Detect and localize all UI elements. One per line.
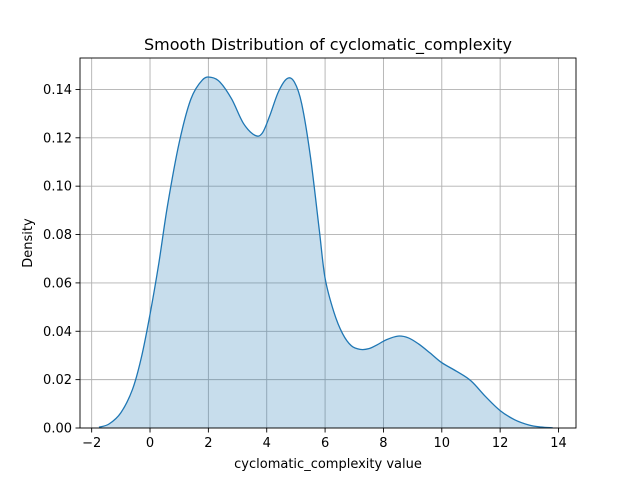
x-tick-label: 0: [146, 436, 154, 451]
x-tick-label: 10: [434, 436, 451, 451]
x-tick-label: −2: [82, 436, 101, 451]
x-tick-label: 4: [263, 436, 271, 451]
y-tick-label: 0.04: [43, 325, 72, 340]
x-tick-label: 12: [492, 436, 509, 451]
density-line: [98, 76, 553, 429]
y-tick-label: 0.14: [43, 83, 72, 98]
x-tick-label: 6: [321, 436, 329, 451]
gridlines: [80, 58, 576, 429]
x-tick-label: 2: [204, 436, 212, 451]
y-axis-label: Density: [21, 218, 36, 268]
x-tick-label: 14: [550, 436, 567, 451]
y-tick-label: 0.08: [43, 228, 72, 243]
density-fill: [98, 76, 553, 429]
plot-frame: [79, 57, 577, 429]
y-tick-label: 0.10: [43, 180, 72, 195]
axis-ticks: −2 0 2 4 6 8 10 12 14 0.00 0.02 0.04 0.06 0.08 0.10 0.1…: [43, 83, 567, 451]
y-tick-label: 0.06: [43, 276, 72, 291]
y-tick-label: 0.02: [43, 373, 72, 388]
density-area-layer: [98, 76, 553, 429]
y-tick-label: 0.12: [43, 131, 72, 146]
y-tick-label: 0.00: [43, 422, 72, 437]
x-axis-label: cyclomatic_complexity value: [234, 457, 422, 472]
x-tick-label: 8: [379, 436, 387, 451]
chart-title: Smooth Distribution of cyclomatic_comple…: [144, 35, 512, 55]
